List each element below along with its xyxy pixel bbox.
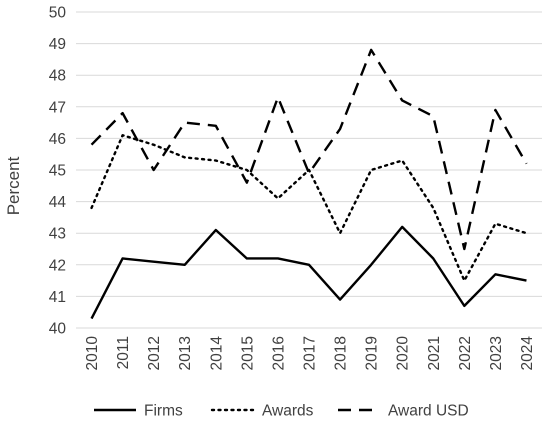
y-tick-label: 47 [49,99,66,116]
x-tick-label: 2014 [208,336,225,371]
x-tick-label: 2017 [302,336,319,370]
series-line-award-usd [90,48,528,251]
y-tick-label: 42 [49,257,66,274]
x-tick-label: 2021 [426,336,443,370]
y-tick-label: 40 [49,321,67,338]
y-axis-tick-labels: 40 41 42 43 44 45 46 47 48 49 50 [49,5,67,338]
legend-label: Award USD [388,403,469,420]
y-tick-label: 41 [49,289,66,306]
y-tick-label: 44 [49,194,67,211]
y-tick-label: 49 [49,36,66,53]
legend-label: Awards [262,403,314,420]
series-line-awards [90,134,528,282]
series-line-firms [90,225,527,320]
legend-label: Firms [144,403,183,420]
x-tick-label: 2015 [239,336,256,370]
legend: Firms Awards Award USD [94,403,469,420]
y-tick-label: 48 [49,68,66,85]
x-tick-label: 2024 [519,336,536,371]
x-tick-label: 2022 [457,336,474,370]
x-tick-label: 2011 [115,336,132,369]
y-tick-label: 46 [49,131,66,148]
x-axis-tick-labels: 2010 2011 2012 2013 2014 2015 2016 2017 2018 2019… [84,336,536,371]
y-axis-title: Percent [4,156,23,215]
y-tick-label: 43 [49,226,66,243]
x-tick-label: 2013 [177,336,194,370]
x-tick-label: 2010 [84,336,101,371]
series-lines [90,48,528,320]
y-tick-label: 45 [49,163,66,180]
x-tick-label: 2019 [364,336,381,370]
x-tick-label: 2020 [395,336,412,371]
x-tick-label: 2016 [270,336,287,370]
x-tick-label: 2018 [333,336,350,370]
x-tick-label: 2023 [488,336,505,370]
y-tick-label: 50 [49,5,67,22]
x-tick-label: 2012 [146,336,163,370]
